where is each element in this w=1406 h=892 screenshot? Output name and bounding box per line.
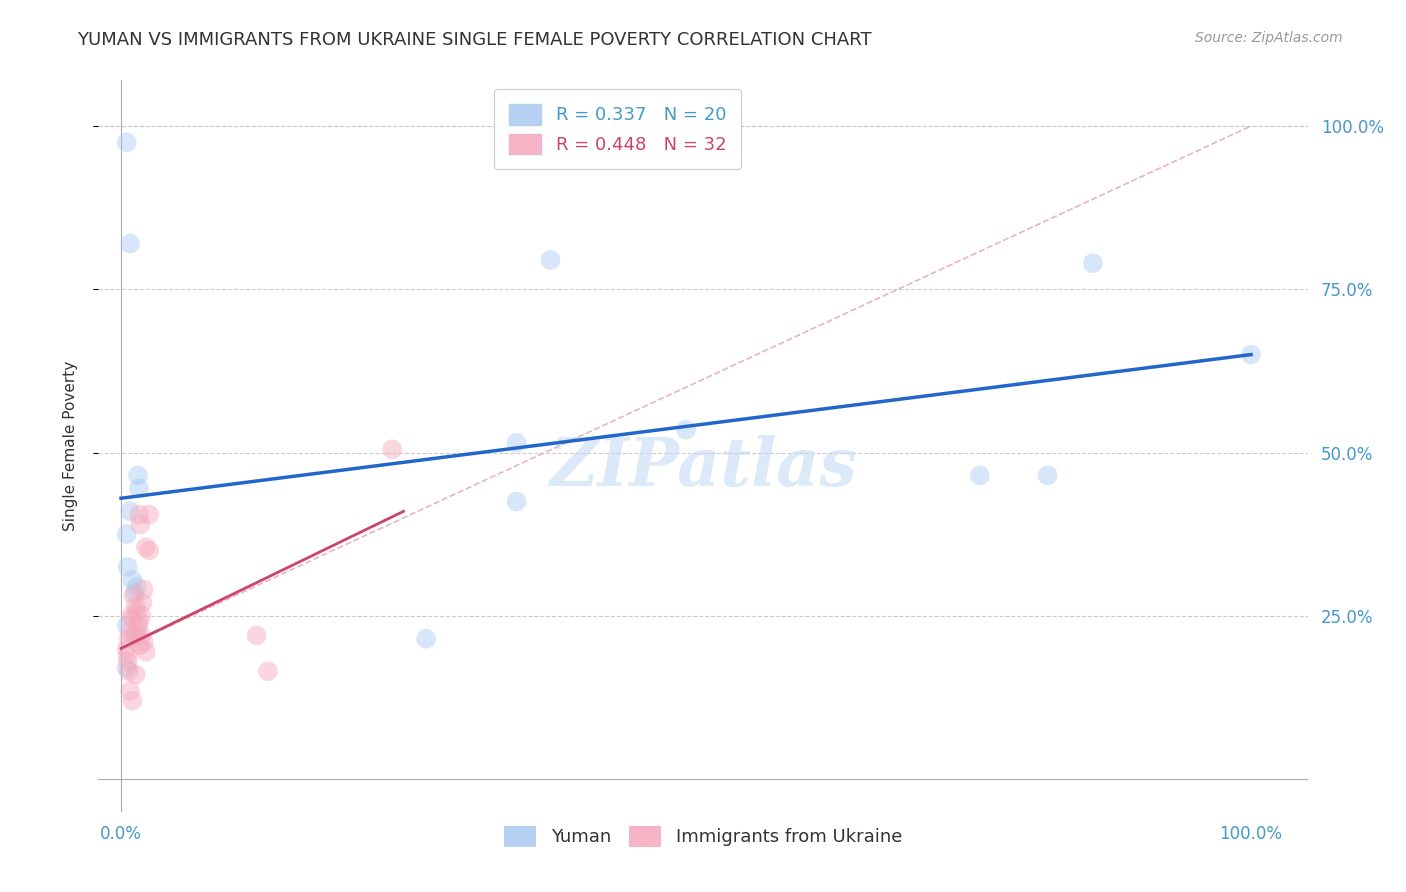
Point	[118, 632, 141, 646]
Point	[138, 508, 160, 522]
Point	[117, 559, 139, 574]
Point	[117, 655, 139, 669]
Text: YUMAN VS IMMIGRANTS FROM UKRAINE SINGLE FEMALE POVERTY CORRELATION CHART: YUMAN VS IMMIGRANTS FROM UKRAINE SINGLE …	[77, 31, 872, 49]
Point	[129, 517, 152, 532]
Point	[128, 615, 150, 630]
Point	[132, 635, 155, 649]
Point	[135, 540, 157, 554]
Point	[131, 596, 153, 610]
Point	[115, 527, 138, 541]
Y-axis label: Single Female Poverty: Single Female Poverty	[63, 361, 77, 531]
Point	[120, 608, 142, 623]
Point	[124, 586, 146, 600]
Point	[129, 638, 152, 652]
Point	[1081, 256, 1104, 270]
Point	[121, 694, 143, 708]
Point	[257, 665, 280, 679]
Point	[125, 606, 148, 620]
Point	[121, 612, 143, 626]
Point	[132, 582, 155, 597]
Legend: Yuman, Immigrants from Ukraine: Yuman, Immigrants from Ukraine	[496, 819, 910, 854]
Point	[131, 608, 153, 623]
Point	[381, 442, 404, 457]
Point	[120, 504, 142, 518]
Point	[505, 494, 527, 508]
Point	[128, 508, 150, 522]
Point	[969, 468, 991, 483]
Point	[138, 543, 160, 558]
Point	[121, 573, 143, 587]
Point	[125, 628, 148, 642]
Point	[120, 684, 142, 698]
Point	[131, 628, 153, 642]
Point	[125, 599, 148, 613]
Point	[1240, 348, 1263, 362]
Point	[1036, 468, 1059, 483]
Point	[125, 579, 148, 593]
Point	[120, 625, 142, 640]
Point	[115, 661, 138, 675]
Point	[538, 252, 561, 267]
Point	[115, 618, 138, 632]
Point	[127, 618, 149, 632]
Point	[124, 628, 146, 642]
Point	[120, 236, 142, 251]
Point	[675, 423, 697, 437]
Point	[115, 641, 138, 656]
Point	[125, 667, 148, 681]
Point	[505, 435, 527, 450]
Point	[135, 645, 157, 659]
Point	[246, 628, 269, 642]
Point	[128, 482, 150, 496]
Text: ZIPatlas: ZIPatlas	[550, 435, 856, 500]
Point	[117, 648, 139, 662]
Text: Source: ZipAtlas.com: Source: ZipAtlas.com	[1195, 31, 1343, 45]
Point	[115, 136, 138, 150]
Point	[415, 632, 437, 646]
Point	[127, 468, 149, 483]
Point	[118, 665, 141, 679]
Point	[122, 589, 145, 603]
